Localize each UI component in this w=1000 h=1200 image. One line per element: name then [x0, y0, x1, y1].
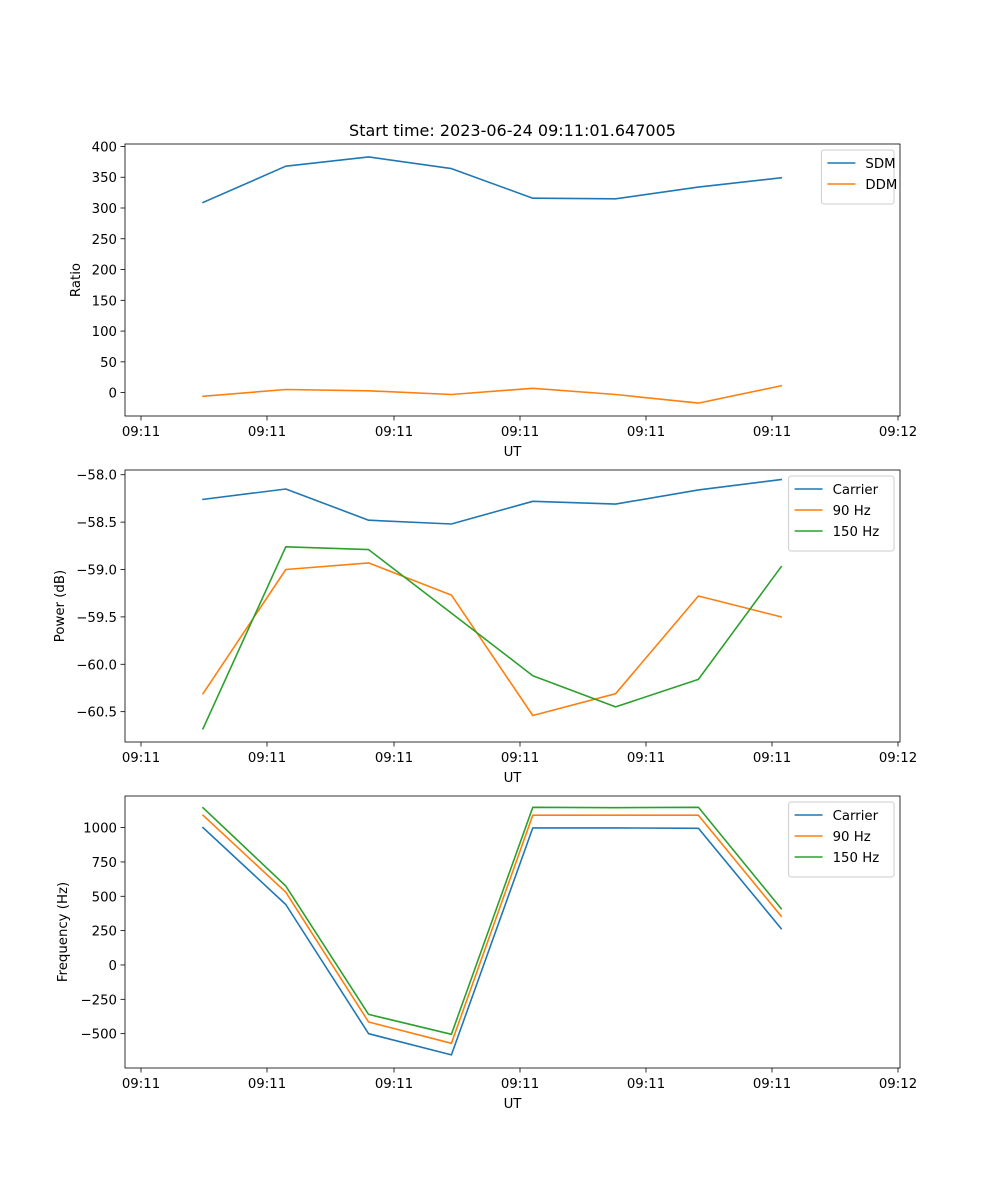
series-line-carrier: [202, 478, 783, 525]
x-tick-label: 09:11: [753, 751, 791, 766]
legend-label: DDM: [865, 178, 897, 193]
legend-label: 150 Hz: [833, 525, 880, 540]
x-tick-label: 09:11: [375, 425, 413, 440]
legend: Carrier 90 Hz 150 Hz: [788, 801, 895, 878]
series-line-150-hz: [201, 545, 783, 730]
x-tick-label: 09:11: [248, 425, 286, 440]
y-tick-label: −60.5: [76, 706, 117, 721]
x-tick-label: 09:11: [627, 751, 665, 766]
x-axis-label: UT: [504, 445, 523, 460]
x-tick-label: 09:11: [122, 425, 160, 440]
legend-box: [788, 475, 895, 552]
y-tick-label: 150: [92, 294, 117, 309]
legend-label: Carrier: [833, 809, 879, 824]
y-tick-label: −58.5: [76, 516, 117, 531]
x-tick-label: 09:11: [248, 1077, 286, 1092]
legend-box: [788, 801, 895, 878]
x-axis-label: UT: [504, 771, 523, 786]
series-line-carrier: [201, 826, 783, 1056]
plot-frame: [124, 469, 901, 743]
chart-panel-3: 09:11 09:11 09:11 09:11 09:11 09:11 09:12 −500 −…: [56, 795, 917, 1112]
y-tick-label: 750: [92, 856, 117, 871]
y-tick-label: 250: [92, 233, 117, 248]
series-line-90-hz: [201, 562, 783, 717]
legend-label: 90 Hz: [833, 830, 871, 845]
x-tick-label: 09:12: [879, 751, 917, 766]
series-line-150-hz: [201, 806, 783, 1036]
y-tick-label: −59.0: [76, 564, 117, 579]
x-tick-label: 09:11: [375, 1077, 413, 1092]
legend-label: 150 Hz: [833, 851, 880, 866]
plot-frame: [124, 795, 901, 1069]
x-tick-label: 09:11: [753, 425, 791, 440]
y-axis-label: Frequency (Hz): [56, 882, 71, 982]
legend-label: 90 Hz: [833, 504, 871, 519]
figure-title: Start time: 2023-06-24 09:11:01.647005: [349, 121, 676, 140]
chart-panels: 09:11 09:11 09:11 09:11 09:11 09:11 09:12 0 50 10…: [53, 140, 917, 1112]
x-tick-label: 09:11: [753, 1077, 791, 1092]
chart-panel-2: 09:11 09:11 09:11 09:11 09:11 09:11 09:12 −60.5…: [53, 469, 917, 786]
y-tick-label: 100: [92, 325, 117, 340]
y-tick-label: 300: [92, 202, 117, 217]
series-line-sdm: [201, 156, 783, 204]
series-line-90-hz: [201, 814, 783, 1045]
x-tick-label: 09:11: [627, 1077, 665, 1092]
y-axis-label: Ratio: [69, 263, 84, 297]
y-tick-label: −500: [80, 1028, 117, 1043]
y-tick-label: 500: [92, 890, 117, 905]
y-tick-label: −250: [80, 993, 117, 1008]
legend: SDM DDM: [820, 149, 897, 205]
x-tick-label: 09:11: [122, 1077, 160, 1092]
y-tick-label: 0: [109, 387, 117, 402]
legend-label: Carrier: [833, 483, 879, 498]
x-tick-label: 09:11: [501, 425, 539, 440]
x-tick-label: 09:11: [248, 751, 286, 766]
plot-frame: [124, 143, 901, 417]
x-tick-label: 09:11: [375, 751, 413, 766]
x-tick-label: 09:11: [501, 1077, 539, 1092]
series-line-ddm: [202, 384, 783, 404]
y-tick-label: 0: [109, 959, 117, 974]
x-tick-label: 09:11: [122, 751, 160, 766]
legend-label: SDM: [865, 157, 895, 172]
y-axis-label: Power (dB): [53, 570, 68, 642]
y-tick-label: 50: [100, 356, 117, 371]
y-tick-label: 400: [92, 140, 117, 155]
x-axis-label: UT: [504, 1097, 523, 1112]
x-tick-label: 09:11: [627, 425, 665, 440]
y-tick-label: 250: [92, 925, 117, 940]
y-tick-label: −58.0: [76, 469, 117, 484]
y-tick-label: 200: [92, 264, 117, 279]
y-tick-label: 350: [92, 171, 117, 186]
legend: Carrier 90 Hz 150 Hz: [788, 475, 895, 552]
x-tick-label: 09:11: [501, 751, 539, 766]
y-tick-label: 1000: [83, 822, 117, 837]
x-tick-label: 09:12: [879, 1077, 917, 1092]
y-tick-label: −60.0: [76, 658, 117, 673]
chart-panel-1: 09:11 09:11 09:11 09:11 09:11 09:11 09:12 0 50 10…: [69, 140, 917, 460]
x-tick-label: 09:12: [879, 425, 917, 440]
y-tick-label: −59.5: [76, 611, 117, 626]
